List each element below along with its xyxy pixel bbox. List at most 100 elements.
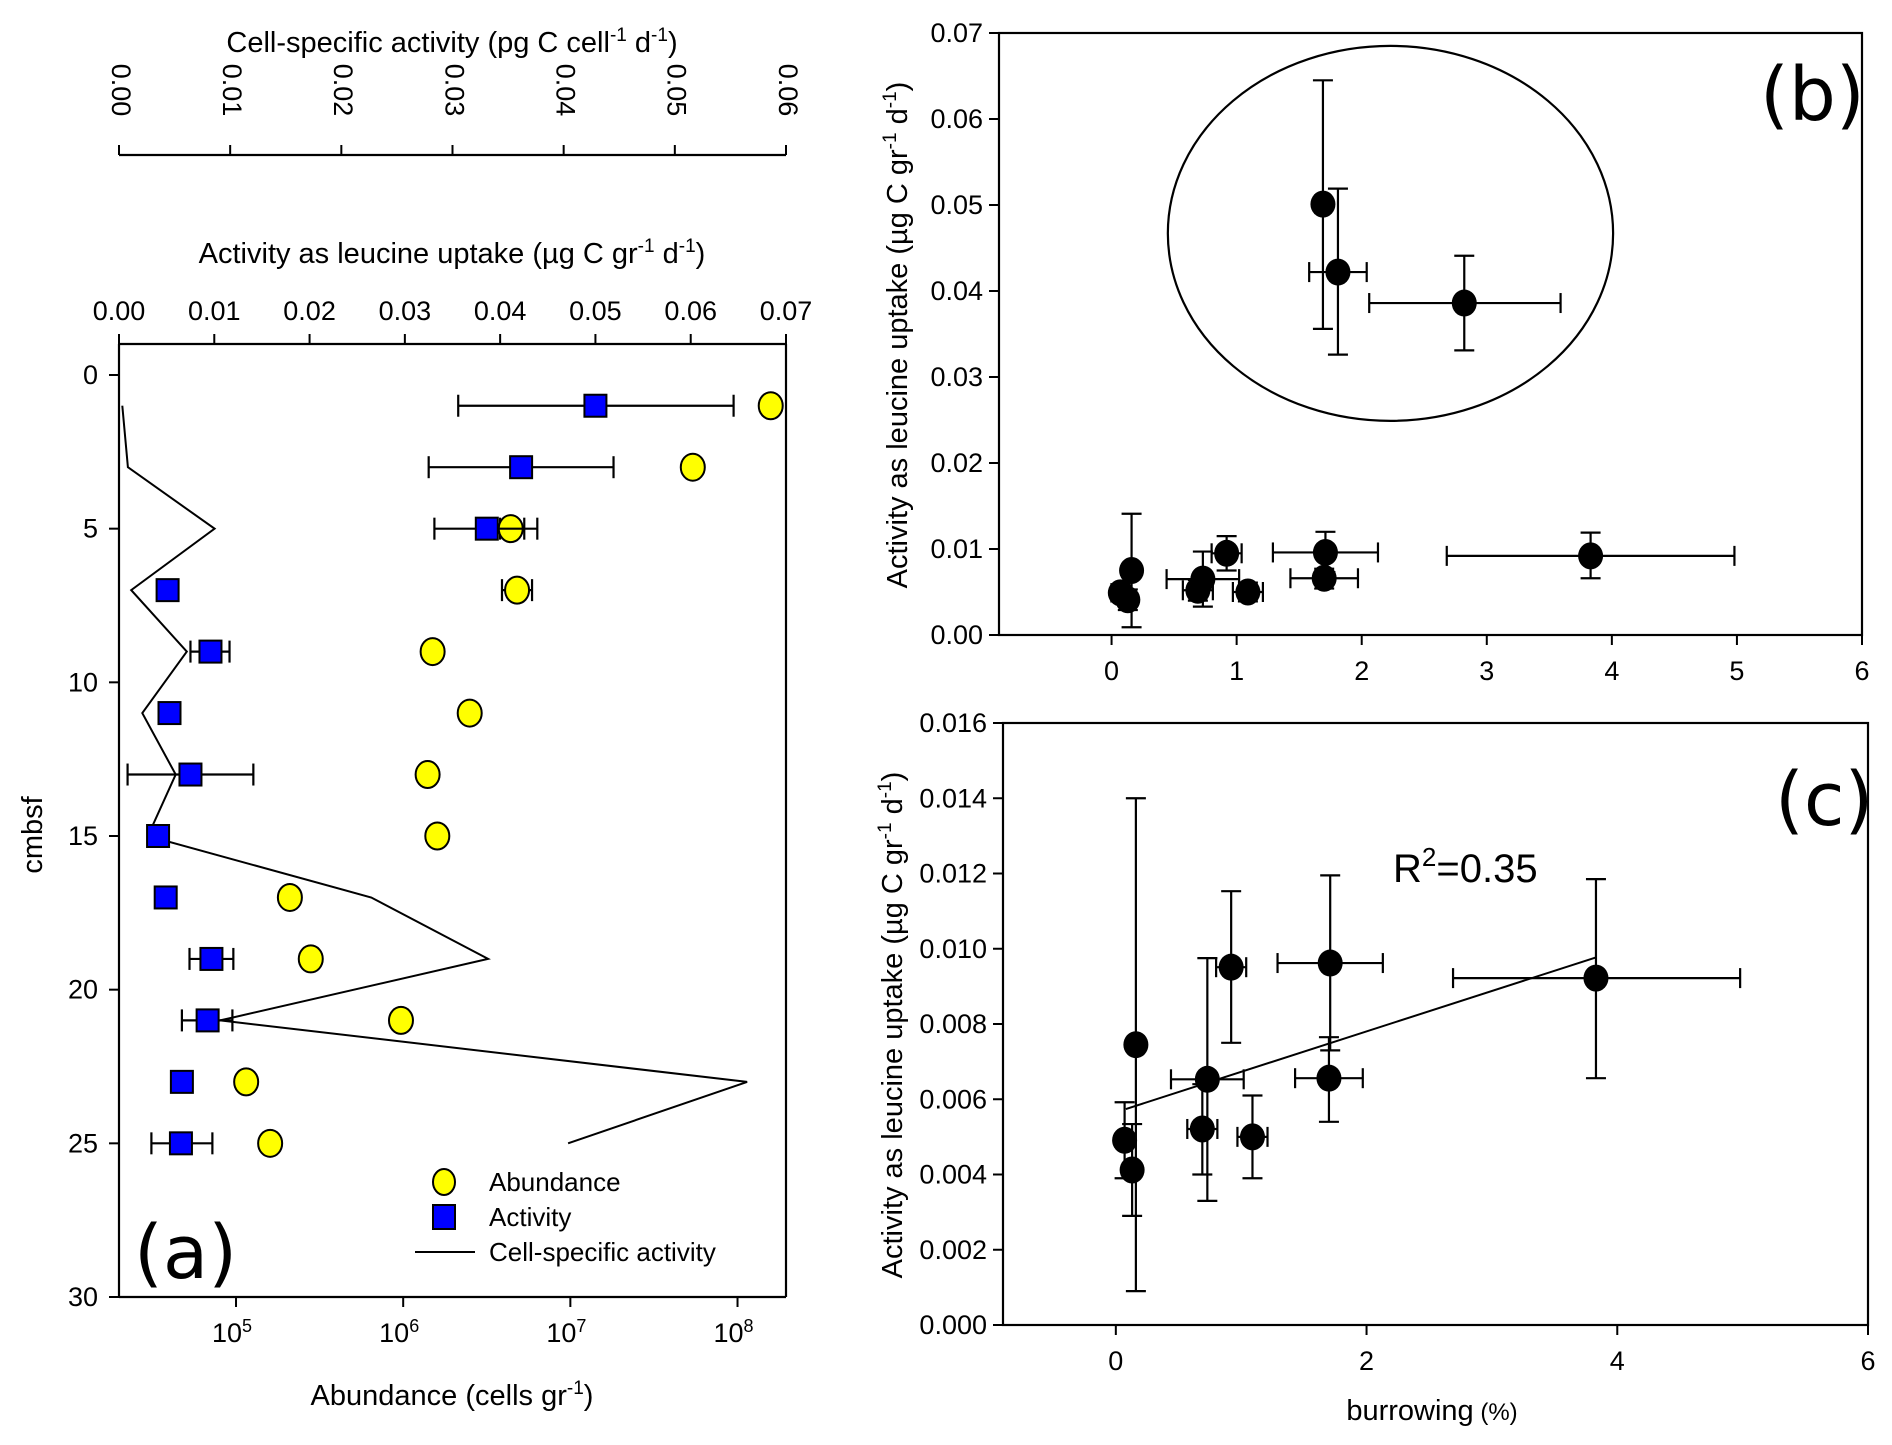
data-point-b: [1214, 539, 1240, 567]
legend-abundance-label: Abundance: [489, 1167, 621, 1197]
y-tick-label-c: 0.010: [919, 934, 987, 964]
activity-point: [153, 885, 178, 910]
cell-specific-tick-label: 0.05: [662, 64, 692, 117]
data-point-c: [1317, 949, 1343, 977]
activity-axis-title-a: Activity as leucine uptake (µg C gr-1 d-…: [199, 236, 706, 270]
x-tick-label-b: 5: [1729, 656, 1744, 686]
x-tick-label-b: 6: [1854, 656, 1869, 686]
y-tick-label-c: 0.008: [919, 1009, 987, 1039]
y-axis-title-a: cmbsf: [17, 795, 49, 873]
activity-point: [155, 578, 180, 603]
y-tick-label-b: 0.06: [930, 104, 983, 134]
data-point-b: [1310, 190, 1336, 218]
y-tick-label-b: 0.05: [930, 190, 983, 220]
activity-tick-label-a: 0.01: [188, 296, 241, 326]
data-point-c: [1239, 1123, 1265, 1151]
cell-specific-tick-label: 0.06: [773, 64, 803, 117]
abundance-point: [257, 1128, 284, 1158]
activity-point: [583, 393, 608, 418]
data-point-b: [1119, 557, 1145, 584]
activity-tick-label-a: 0.04: [474, 296, 527, 326]
activity-point: [157, 701, 182, 726]
y-tick-label-b: 0.07: [930, 18, 983, 48]
activity-point: [199, 946, 224, 971]
cell-specific-tick-label: 0.02: [328, 64, 358, 117]
activity-tick-label-a: 0.06: [664, 296, 717, 326]
abundance-point: [276, 882, 303, 912]
depth-tick-label: 30: [68, 1282, 98, 1312]
y-tick-label-b: 0.04: [930, 276, 983, 306]
depth-tick-label: 25: [68, 1128, 98, 1158]
abundance-point: [456, 698, 483, 728]
panel-a-marks: 0.00 0.01 0.02 0.03 0.04 0.05 0.06 0.00 0.01 0.02…: [68, 64, 812, 1348]
data-point-b: [1451, 289, 1477, 317]
data-point-b: [1235, 578, 1261, 606]
legend-a: Abundance Activity Cell-specific activit…: [415, 1167, 716, 1267]
depth-tick-label: 0: [83, 360, 98, 390]
legend-activity-label: Activity: [489, 1202, 571, 1232]
data-point-b: [1312, 538, 1338, 566]
data-point-c: [1119, 1156, 1145, 1184]
panel-label-b: (b): [1760, 52, 1865, 138]
y-tick-label-c: 0.006: [919, 1084, 987, 1114]
abundance-point: [297, 944, 324, 974]
legend-abundance-marker: [432, 1168, 456, 1196]
y-tick-label-b: 0.03: [930, 362, 983, 392]
data-point-b: [1325, 258, 1351, 286]
cell-specific-tick-label: 0.00: [106, 64, 136, 117]
abundance-point: [757, 391, 784, 421]
y-tick-label-c: 0.014: [919, 783, 987, 813]
activity-tick-label-a: 0.05: [569, 296, 622, 326]
y-tick-label-b: 0.00: [930, 620, 983, 650]
x-tick-label-c: 2: [1359, 1346, 1374, 1376]
panel-c: Activity as leucine uptake (µg C gr-1 d-…: [875, 757, 1873, 1427]
cell-specific-tick-label: 0.03: [439, 64, 469, 117]
data-point-b: [1185, 576, 1211, 604]
activity-point: [146, 824, 171, 848]
y-tick-label-b: 0.01: [930, 534, 983, 564]
x-tick-label-b: 4: [1604, 656, 1619, 686]
x-tick-label-b: 0: [1104, 656, 1119, 686]
x-tick-label-c: 0: [1108, 1346, 1123, 1376]
y-tick-label-b: 0.02: [930, 448, 983, 478]
abundance-tick-label: 107: [546, 1316, 586, 1348]
panel-label-a: (a): [134, 1210, 237, 1296]
abundance-point: [387, 1005, 414, 1035]
cell-specific-tick-label: 0.04: [551, 64, 581, 117]
abundance-point: [419, 637, 446, 667]
abundance-point: [414, 760, 441, 790]
x-axis-title-c: burrowing (%): [1346, 1395, 1517, 1427]
panel-c-marks: 0 2 4 6 0.000 0.002 0.004 0.006 0.008 0.010 0.012 0…: [919, 708, 1875, 1376]
plot-frame-c: [1001, 721, 1870, 1327]
x-tick-label-c: 4: [1610, 1346, 1625, 1376]
panel-b-marks: 0 1 2 3 4 5 6 0.00 0.01 0.02 0.03 0.04 0.05 0.06 0.07: [930, 18, 1869, 686]
x-tick-label-b: 2: [1354, 656, 1369, 686]
depth-tick-label: 15: [68, 821, 98, 851]
activity-point: [168, 1131, 193, 1156]
data-point-c: [1218, 953, 1244, 981]
activity-tick-label-a: 0.07: [760, 296, 813, 326]
cell-specific-axis-title: Cell-specific activity (pg C cell-1 d-1): [226, 25, 677, 59]
panel-label-c: (c): [1775, 757, 1873, 843]
data-point-b: [1115, 586, 1141, 614]
plot-frame-b: [997, 31, 1864, 637]
depth-tick-label: 10: [68, 667, 98, 697]
abundance-tick-label: 105: [212, 1316, 252, 1348]
data-point-c: [1123, 1031, 1149, 1059]
y-tick-label-c: 0.004: [919, 1160, 987, 1190]
abundance-tick-label: 108: [713, 1316, 753, 1348]
y-tick-label-c: 0.000: [919, 1310, 987, 1340]
chart-marks: 0.00 0.01 0.02 0.03 0.04 0.05 0.06 0.00 0.01 0.02…: [68, 18, 1876, 1376]
activity-point: [169, 1069, 194, 1094]
data-point-c: [1194, 1065, 1220, 1093]
activity-point: [195, 1008, 220, 1033]
data-point-c: [1112, 1126, 1138, 1154]
data-point-c: [1189, 1115, 1215, 1143]
regression-line: [1125, 956, 1597, 1110]
abundance-tick-label: 106: [379, 1316, 419, 1348]
activity-tick-label-a: 0.00: [93, 296, 146, 326]
activity-point: [198, 639, 223, 664]
y-axis-title-b: Activity as leucine uptake (µg C gr-1 d-…: [880, 82, 914, 589]
abundance-axis-title: Abundance (cells gr-1): [311, 1378, 594, 1412]
